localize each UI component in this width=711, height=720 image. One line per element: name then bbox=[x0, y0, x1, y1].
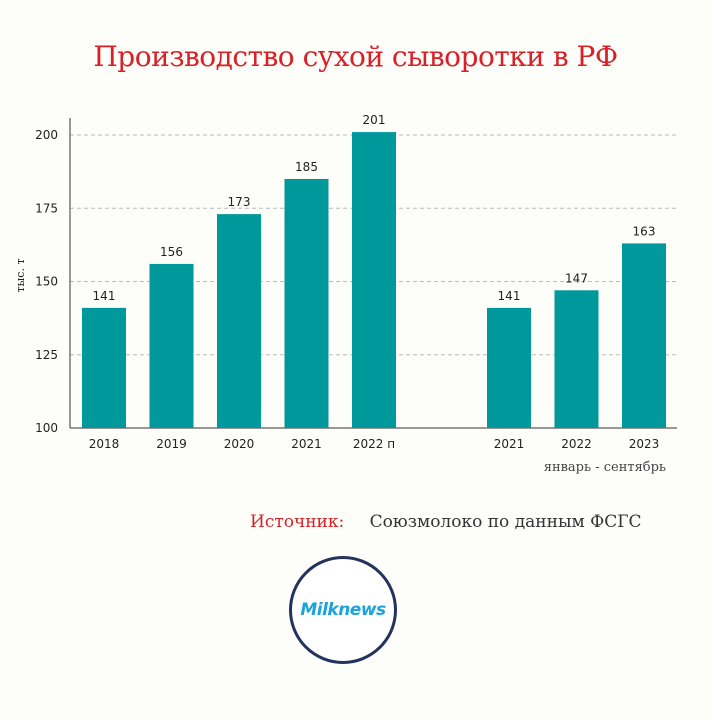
logo-text: Milknews bbox=[300, 600, 386, 620]
x-tick-label: 2021 bbox=[291, 437, 322, 451]
x-tick-label: 2022 bbox=[561, 437, 592, 451]
y-tick-label: 125 bbox=[35, 348, 58, 362]
source-label: Источник: bbox=[250, 512, 345, 532]
bar bbox=[352, 132, 396, 428]
bar bbox=[487, 307, 531, 428]
x-tick-label: 2023 bbox=[629, 437, 660, 451]
bar bbox=[622, 243, 666, 428]
x-tick-label: 2020 bbox=[224, 437, 255, 451]
milknews-logo: Milknews bbox=[289, 556, 397, 664]
data-label: 141 bbox=[93, 289, 116, 303]
y-axis-label: тыс. т bbox=[14, 258, 27, 292]
source-line: Источник: Союзмолоко по данным ФСГС bbox=[250, 512, 642, 532]
group-sublabel: январь - сентябрь bbox=[544, 460, 666, 475]
bar bbox=[554, 290, 599, 428]
bar bbox=[82, 307, 126, 428]
x-tick-label: 2019 bbox=[156, 437, 187, 451]
bar bbox=[284, 178, 329, 428]
data-label: 185 bbox=[295, 160, 318, 174]
bar-chart: 100 125 150 175 200 тыс. т 141 2018 156 2019 173 20… bbox=[14, 113, 677, 475]
bar bbox=[217, 214, 261, 428]
data-label: 147 bbox=[565, 271, 588, 285]
data-label: 173 bbox=[228, 195, 251, 209]
chart-title: Производство сухой сыворотки в РФ bbox=[93, 40, 618, 73]
x-tick-label: 2018 bbox=[89, 437, 120, 451]
y-tick-label: 150 bbox=[35, 275, 58, 289]
data-label: 156 bbox=[160, 245, 183, 259]
y-tick-label: 100 bbox=[35, 421, 58, 435]
y-tick-label: 175 bbox=[35, 201, 58, 215]
source-text: Союзмолоко по данным ФСГС bbox=[369, 512, 642, 532]
data-label: 163 bbox=[633, 224, 656, 238]
bar bbox=[149, 263, 194, 428]
data-label: 141 bbox=[498, 289, 521, 303]
data-label: 201 bbox=[363, 113, 386, 127]
x-tick-label: 2021 bbox=[494, 437, 525, 451]
y-tick-label: 200 bbox=[35, 128, 58, 142]
x-tick-label: 2022 п bbox=[353, 437, 395, 451]
